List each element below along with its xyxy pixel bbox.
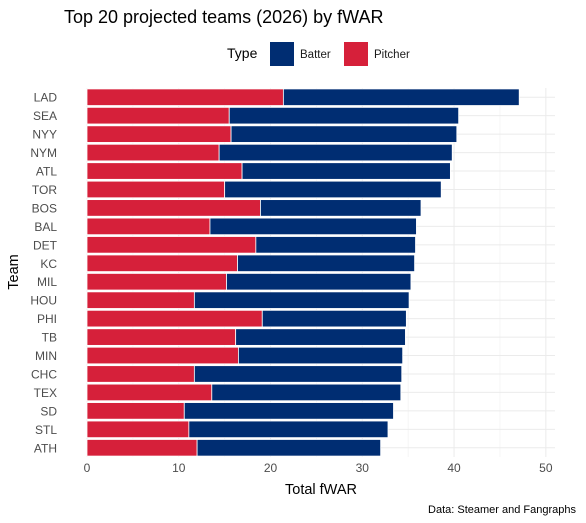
y-tick-label: SEA	[33, 109, 57, 123]
bar-nyy-batter	[230, 125, 458, 143]
y-tick-label: NYY	[32, 128, 57, 142]
bar-ath-batter	[196, 439, 382, 457]
grid	[86, 88, 555, 457]
bar-lad-batter	[282, 88, 520, 106]
bar-min-batter	[238, 346, 404, 365]
chart-title: Top 20 projected teams (2026) by fWAR	[64, 7, 383, 27]
bar-tb-batter	[235, 328, 406, 346]
bar-bos-pitcher	[86, 199, 261, 217]
bar-det-batter	[255, 236, 416, 254]
y-tick-label: ATH	[34, 441, 57, 455]
bar-atl-pitcher	[86, 162, 243, 180]
bar-nym-batter	[218, 143, 453, 162]
y-tick-label: BOS	[32, 201, 57, 215]
y-tick-label: SD	[40, 404, 57, 418]
y-tick-label: CHC	[31, 367, 57, 381]
y-tick-label: ATL	[36, 165, 57, 179]
caption: Data: Steamer and Fangraphs	[428, 504, 576, 516]
legend: Type Batter Pitcher	[227, 42, 410, 66]
bar-ath-pitcher	[86, 439, 198, 457]
bar-phi-batter	[261, 309, 407, 328]
bar-det-pitcher	[86, 236, 257, 254]
y-tick-label: STL	[35, 423, 57, 437]
bar-sd-pitcher	[86, 402, 185, 420]
y-tick-label: KC	[40, 257, 57, 271]
legend-label-batter: Batter	[300, 49, 331, 61]
legend-swatch-batter	[270, 42, 294, 66]
bar-hou-batter	[193, 291, 410, 309]
bar-min-pitcher	[86, 346, 239, 365]
bar-sea-pitcher	[86, 106, 230, 125]
x-tick-label: 30	[356, 461, 370, 475]
y-tick-label: HOU	[30, 294, 57, 308]
x-axis-title: Total fWAR	[285, 482, 357, 498]
bar-atl-batter	[241, 162, 451, 180]
bar-stl-pitcher	[86, 420, 190, 439]
bar-tex-pitcher	[86, 383, 213, 402]
bar-tor-pitcher	[86, 180, 226, 199]
x-tick-label: 50	[539, 461, 553, 475]
y-tick-label: PHI	[37, 312, 57, 326]
bar-chc-batter	[193, 365, 403, 383]
bar-sd-batter	[183, 402, 394, 420]
bar-bos-batter	[260, 199, 422, 217]
bar-tex-batter	[211, 383, 402, 402]
y-tick-label: TB	[42, 331, 57, 345]
x-tick-labels: 0 10 20 30 40 50	[84, 461, 553, 475]
bar-tor-batter	[224, 180, 442, 199]
x-tick-label: 0	[84, 461, 91, 475]
y-tick-labels: LAD SEA NYY NYM ATL TOR BOS BAL DET KC MIL HOU PHI TB…	[30, 91, 57, 456]
bars	[86, 88, 520, 457]
bar-mil-batter	[226, 273, 412, 291]
legend-swatch-pitcher	[344, 42, 368, 66]
bar-nym-pitcher	[86, 143, 220, 162]
legend-title: Type	[227, 45, 258, 61]
y-tick-label: TOR	[32, 183, 57, 197]
bar-phi-pitcher	[86, 309, 263, 328]
y-tick-label: DET	[33, 238, 58, 252]
bar-mil-pitcher	[86, 273, 227, 291]
y-tick-label: BAL	[34, 220, 57, 234]
bar-chc-pitcher	[86, 365, 195, 383]
bar-kc-batter	[237, 254, 415, 272]
legend-label-pitcher: Pitcher	[374, 49, 410, 61]
y-tick-label: NYM	[30, 146, 57, 160]
bar-sea-batter	[228, 106, 460, 125]
x-tick-label: 10	[172, 461, 186, 475]
y-tick-label: MIL	[37, 275, 57, 289]
y-axis-title: Team	[6, 254, 22, 289]
y-tick-label: LAD	[34, 91, 58, 105]
bar-bal-batter	[209, 217, 417, 236]
bar-lad-pitcher	[86, 88, 284, 106]
bar-hou-pitcher	[86, 291, 195, 309]
x-tick-label: 40	[447, 461, 461, 475]
bar-kc-pitcher	[86, 254, 238, 272]
y-tick-label: TEX	[34, 386, 57, 400]
bar-tb-pitcher	[86, 328, 237, 346]
bar-stl-batter	[188, 420, 389, 439]
bar-bal-pitcher	[86, 217, 211, 236]
y-tick-label: MIN	[35, 349, 57, 363]
bar-nyy-pitcher	[86, 125, 232, 143]
x-tick-label: 20	[264, 461, 278, 475]
